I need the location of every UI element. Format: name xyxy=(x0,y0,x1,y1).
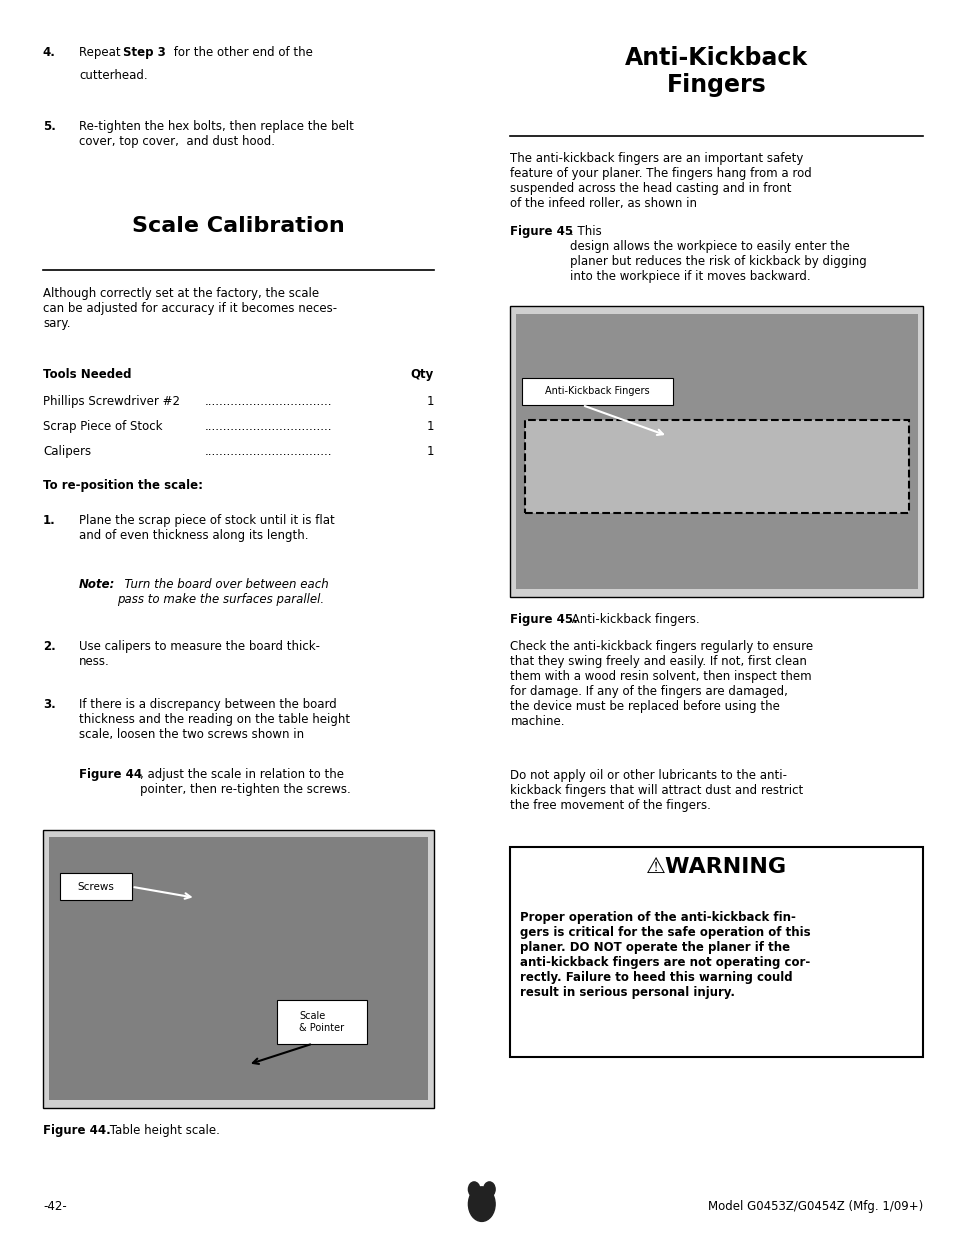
Text: Step 3: Step 3 xyxy=(123,46,166,59)
Text: Proper operation of the anti-kickback fin-
gers is critical for the safe operati: Proper operation of the anti-kickback fi… xyxy=(519,911,810,999)
Text: Figure 45: Figure 45 xyxy=(510,225,573,238)
Bar xyxy=(510,847,923,1057)
Text: ..................................: .................................. xyxy=(205,395,333,409)
Text: Check the anti-kickback fingers regularly to ensure
that they swing freely and e: Check the anti-kickback fingers regularl… xyxy=(510,640,813,727)
Text: Scale
& Pointer: Scale & Pointer xyxy=(299,1011,344,1032)
Text: Table height scale.: Table height scale. xyxy=(106,1124,219,1137)
Text: Model G0453Z/G0454Z (Mfg. 1/09+): Model G0453Z/G0454Z (Mfg. 1/09+) xyxy=(707,1199,923,1213)
Circle shape xyxy=(468,1182,479,1197)
Text: The anti-kickback fingers are an important safety
feature of your planer. The fi: The anti-kickback fingers are an importa… xyxy=(510,152,811,210)
Text: Use calipers to measure the board thick-
ness.: Use calipers to measure the board thick-… xyxy=(79,640,320,668)
Text: Note:: Note: xyxy=(79,578,115,592)
Text: 4.: 4. xyxy=(43,46,55,59)
Text: To re-position the scale:: To re-position the scale: xyxy=(43,479,203,493)
Circle shape xyxy=(468,1187,495,1221)
Bar xyxy=(510,306,923,597)
Text: Screws: Screws xyxy=(77,882,114,892)
Text: 1: 1 xyxy=(426,445,434,458)
Text: for the other end of the: for the other end of the xyxy=(170,46,313,59)
Text: ..................................: .................................. xyxy=(205,420,333,433)
Text: Plane the scrap piece of stock until it is flat
and of even thickness along its : Plane the scrap piece of stock until it … xyxy=(79,514,335,542)
Text: Although correctly set at the factory, the scale
can be adjusted for accuracy if: Although correctly set at the factory, t… xyxy=(43,287,336,330)
Text: Qty: Qty xyxy=(411,368,434,382)
Text: 5.: 5. xyxy=(43,120,55,133)
Text: 3.: 3. xyxy=(43,698,55,711)
Text: , adjust the scale in relation to the
pointer, then re-tighten the screws.: , adjust the scale in relation to the po… xyxy=(140,768,351,797)
Text: Figure 44.: Figure 44. xyxy=(43,1124,111,1137)
Text: Figure 44: Figure 44 xyxy=(79,768,142,782)
Text: Calipers: Calipers xyxy=(43,445,91,458)
Text: Re-tighten the hex bolts, then replace the belt
cover, top cover,  and dust hood: Re-tighten the hex bolts, then replace t… xyxy=(79,120,354,148)
Text: Anti-Kickback Fingers: Anti-Kickback Fingers xyxy=(544,387,649,396)
Bar xyxy=(60,873,132,900)
Text: Do not apply oil or other lubricants to the anti-
kickback fingers that will att: Do not apply oil or other lubricants to … xyxy=(510,769,802,813)
Text: 1: 1 xyxy=(426,395,434,409)
Text: -42-: -42- xyxy=(43,1199,67,1213)
Bar xyxy=(43,830,434,1108)
Text: Scale Calibration: Scale Calibration xyxy=(132,216,345,236)
Text: Repeat: Repeat xyxy=(79,46,125,59)
Text: Turn the board over between each
pass to make the surfaces parallel.: Turn the board over between each pass to… xyxy=(117,578,329,606)
Text: 2.: 2. xyxy=(43,640,55,653)
Text: Tools Needed: Tools Needed xyxy=(43,368,132,382)
Bar xyxy=(524,420,908,513)
Circle shape xyxy=(483,1182,495,1197)
Text: ..................................: .................................. xyxy=(205,445,333,458)
Text: cutterhead.: cutterhead. xyxy=(79,69,148,83)
Bar xyxy=(521,378,672,405)
Text: ⚠WARNING: ⚠WARNING xyxy=(646,857,786,877)
Bar xyxy=(516,314,917,589)
Bar xyxy=(276,1000,367,1044)
Text: Figure 45.: Figure 45. xyxy=(510,613,578,626)
Bar xyxy=(49,837,428,1100)
Text: If there is a discrepancy between the board
thickness and the reading on the tab: If there is a discrepancy between the bo… xyxy=(79,698,350,741)
Text: Scrap Piece of Stock: Scrap Piece of Stock xyxy=(43,420,162,433)
Text: 1.: 1. xyxy=(43,514,55,527)
Text: Anti-kickback fingers.: Anti-kickback fingers. xyxy=(567,613,699,626)
Text: Anti-Kickback
Fingers: Anti-Kickback Fingers xyxy=(625,46,807,98)
Text: 1: 1 xyxy=(426,420,434,433)
Text: Phillips Screwdriver #2: Phillips Screwdriver #2 xyxy=(43,395,180,409)
Text: . This
design allows the workpiece to easily enter the
planer but reduces the ri: . This design allows the workpiece to ea… xyxy=(570,225,866,283)
